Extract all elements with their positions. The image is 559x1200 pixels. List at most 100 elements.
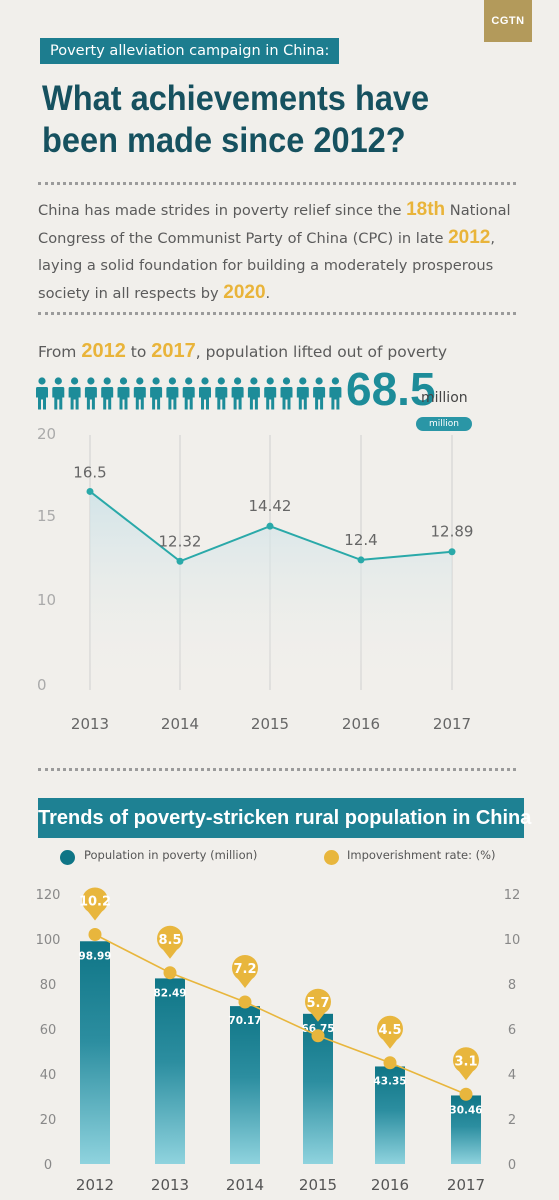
- person-icon: [117, 377, 130, 410]
- rate-value-label: 4.5: [378, 1023, 401, 1038]
- data-point: [357, 556, 365, 564]
- y-left-tick-label: 20: [40, 1113, 57, 1128]
- person-body: [247, 387, 260, 410]
- rural-poverty-chart: 0 20 40 60 80 100 120 0 2 4 6 8 10 12 98.99 2012 82.49 20…: [36, 887, 521, 1194]
- bar: [155, 978, 185, 1164]
- rate-point: [163, 966, 177, 980]
- intro-text: National Congress of the Communist Party…: [38, 202, 511, 247]
- x-tick-label: 2014: [226, 1176, 264, 1194]
- area-fill: [90, 491, 452, 688]
- data-label: 12.89: [431, 523, 474, 541]
- x-tick-label: 2015: [299, 1176, 337, 1194]
- highlight-to-year: 2017: [151, 340, 196, 362]
- rate-callout-pointer: [459, 1071, 473, 1081]
- cgtn-logo: CGTN: [484, 0, 532, 42]
- person-icon: [36, 377, 48, 410]
- data-label: 16.5: [73, 463, 106, 481]
- person-icon: [329, 377, 342, 410]
- person-head: [152, 377, 160, 385]
- rate-callout: [232, 955, 258, 981]
- rate-callout-pointer: [311, 1012, 325, 1022]
- bar: [230, 1006, 260, 1164]
- bar-value-label: 82.49: [153, 987, 186, 999]
- rate-point: [238, 995, 252, 1009]
- rate-callout-pointer: [238, 979, 252, 988]
- person-head: [71, 377, 79, 385]
- rate-value-label: 7.2: [233, 962, 256, 977]
- data-point: [266, 522, 274, 530]
- y-tick-label: 0: [37, 676, 47, 694]
- person-head: [250, 377, 258, 385]
- person-icon: [84, 377, 97, 410]
- dotted-divider: [38, 182, 516, 185]
- rate-callout: [157, 925, 183, 952]
- y-right-tick-label: 0: [508, 1158, 516, 1173]
- person-body: [182, 387, 195, 410]
- rate-line: [94, 933, 467, 1095]
- rate-point: [459, 1087, 473, 1101]
- person-head: [282, 377, 291, 385]
- person-body: [329, 387, 342, 410]
- data-point: [86, 487, 94, 495]
- highlight-target-year: 2020: [223, 282, 266, 303]
- person-head: [168, 377, 176, 385]
- y-right-tick-label: 2: [508, 1113, 516, 1128]
- bar-value-label: 43.35: [373, 1075, 406, 1087]
- bar-value-label: 30.46: [449, 1104, 482, 1116]
- rate-callout: [377, 1015, 403, 1042]
- legend-swatch-rate: [324, 850, 339, 865]
- rate-callout-pointer: [383, 1039, 397, 1049]
- person-icon: [215, 377, 228, 410]
- person-head: [331, 377, 339, 385]
- y-left-tick-label: 40: [40, 1068, 57, 1083]
- person-body: [199, 387, 211, 410]
- rate-value-label: 8.5: [158, 933, 181, 948]
- x-tick-label: 2012: [76, 1176, 114, 1194]
- intro-text: , laying a solid foundation for building…: [38, 230, 496, 302]
- x-tick-label: 2017: [433, 715, 471, 733]
- person-icon: [280, 377, 293, 410]
- rate-callout-pointer: [88, 911, 102, 921]
- person-icon: [264, 377, 277, 410]
- person-body: [101, 387, 114, 410]
- person-head: [315, 377, 323, 385]
- caption-text: , population lifted out of poverty: [195, 343, 448, 361]
- highlight-year: 2012: [448, 227, 491, 248]
- person-body: [117, 387, 130, 410]
- person-icon: [199, 377, 211, 410]
- y-right-tick-label: 12: [504, 888, 521, 903]
- unit-pill: million: [416, 417, 472, 431]
- rate-point: [383, 1056, 397, 1070]
- y-tick-label: 10: [37, 591, 56, 609]
- rate-point: [311, 1029, 325, 1043]
- y-left-tick-label: 120: [36, 888, 61, 903]
- person-head: [54, 377, 62, 385]
- highlight-congress: 18th: [406, 199, 446, 220]
- rate-value-label: 3.1: [454, 1054, 477, 1069]
- person-head: [234, 377, 242, 385]
- y-tick-label: 15: [37, 507, 56, 525]
- person-body: [84, 387, 97, 410]
- person-body: [280, 387, 293, 410]
- rate-value-label: 10.2: [79, 895, 111, 910]
- y-right-tick-label: 10: [504, 933, 521, 948]
- person-head: [38, 377, 46, 385]
- lifted-total: 68.5: [346, 363, 436, 415]
- y-left-tick-label: 0: [44, 1158, 52, 1173]
- kicker-label: Poverty alleviation campaign in China:: [40, 38, 340, 64]
- people-icons: [36, 377, 342, 410]
- legend-rate: Impoverishment rate: (%): [347, 848, 496, 862]
- person-body: [313, 387, 326, 410]
- person-body: [231, 387, 244, 410]
- dotted-divider: [38, 768, 516, 771]
- intro-paragraph: China has made strides in poverty relief…: [38, 196, 528, 307]
- person-head: [217, 377, 225, 385]
- person-icon: [231, 377, 244, 410]
- y-right-tick-label: 4: [508, 1068, 516, 1083]
- x-tick-label: 2017: [447, 1176, 485, 1194]
- person-head: [103, 377, 111, 385]
- bar: [375, 1066, 405, 1164]
- rate-callout-pointer: [163, 949, 177, 959]
- y-tick-label: 20: [37, 425, 56, 443]
